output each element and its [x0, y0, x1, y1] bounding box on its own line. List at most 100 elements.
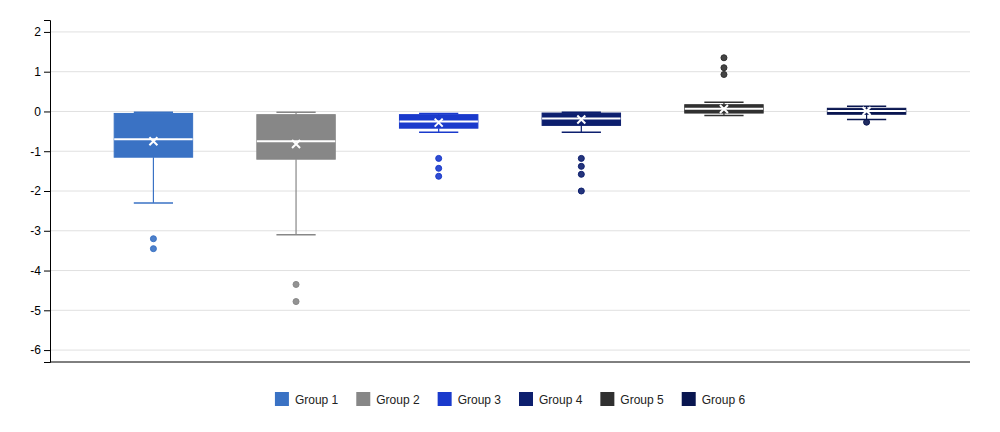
legend-label: Group 6: [702, 393, 746, 407]
mean: [720, 105, 728, 113]
y-tick: -6: [30, 343, 50, 357]
whisker-low: [153, 157, 154, 203]
y-tick-mark: [44, 72, 50, 73]
grid-line: [50, 270, 970, 271]
mean: [292, 140, 300, 148]
flier: [293, 281, 299, 287]
mean: [149, 137, 157, 145]
y-tick: 1: [34, 65, 50, 79]
legend-swatch: [682, 392, 696, 406]
flier: [721, 65, 727, 71]
box-group: [827, 106, 905, 125]
legend: Group 1 Group 2 Group 3 Group 4 Group 5 Group…: [275, 392, 745, 407]
grid-line: [50, 31, 970, 32]
box-group: [399, 113, 477, 179]
legend-label: Group 1: [295, 393, 339, 407]
y-tick-label: 2: [34, 25, 41, 39]
x-axis-line: [50, 362, 970, 363]
legend-label: Group 3: [458, 393, 502, 407]
legend-swatch: [438, 392, 452, 406]
cap-low: [419, 131, 458, 133]
y-tick: -2: [30, 184, 50, 198]
whisker-low: [581, 125, 582, 132]
y-tick-label: -6: [30, 343, 41, 357]
whisker-low: [295, 159, 296, 235]
plot: -6 -5 -4 -3 -2 -1 0 1 2: [30, 21, 970, 363]
y-tick: -5: [30, 304, 50, 318]
y-tick-mark: [44, 111, 50, 112]
legend-swatch: [519, 392, 533, 406]
legend-swatch: [275, 392, 289, 406]
y-axis-line: [44, 21, 51, 363]
cap-high: [134, 112, 173, 114]
legend-label: Group 5: [620, 393, 664, 407]
flier: [578, 188, 584, 194]
y-tick-label: 0: [34, 105, 41, 119]
y-tick-label: 1: [34, 65, 41, 79]
flier: [578, 155, 584, 161]
legend-swatch: [356, 392, 370, 406]
flier: [293, 299, 299, 305]
y-tick-label: -1: [30, 145, 41, 159]
legend-item: Group 2: [356, 392, 420, 407]
box: [542, 113, 620, 125]
grid-line: [50, 230, 970, 231]
legend-item: Group 5: [600, 392, 664, 407]
box-group: [542, 112, 620, 194]
cap-high: [704, 102, 743, 104]
mean: [435, 119, 443, 127]
cap-low: [704, 115, 743, 117]
marks: [114, 55, 906, 305]
box-group: [685, 55, 763, 116]
cap-low: [276, 234, 315, 236]
legend-item: Group 4: [519, 392, 583, 407]
cap-low: [562, 131, 601, 133]
y-tick-label: -4: [30, 264, 41, 278]
grid-line: [50, 111, 970, 112]
legend-item: Group 6: [682, 392, 746, 407]
whisker-low: [866, 114, 867, 119]
y-tick: -3: [30, 224, 50, 238]
legend-label: Group 4: [539, 393, 583, 407]
cap-high: [419, 113, 458, 115]
flier: [150, 246, 156, 252]
y-tick-mark: [44, 32, 50, 33]
box: [685, 105, 763, 113]
grid-line: [50, 191, 970, 192]
y-tick-label: -3: [30, 224, 41, 238]
legend-label: Group 2: [376, 393, 420, 407]
y-tick: 0: [34, 105, 50, 119]
y-axis: -6 -5 -4 -3 -2 -1 0 1 2: [30, 21, 50, 363]
y-tick-mark: [44, 350, 50, 351]
grid-line: [50, 310, 970, 311]
box: [114, 113, 192, 157]
y-tick-mark: [44, 151, 50, 152]
mean: [863, 107, 871, 115]
y-tick: -4: [30, 264, 50, 278]
cap-high: [847, 106, 886, 108]
flier: [578, 171, 584, 177]
flier: [721, 55, 727, 61]
y-tick-label: -5: [30, 304, 41, 318]
flier: [436, 173, 442, 179]
flier: [578, 163, 584, 169]
mean: [577, 115, 585, 123]
flier: [436, 155, 442, 161]
y-tick: 2: [34, 25, 50, 39]
y-tick-label: -2: [30, 184, 41, 198]
flier: [436, 165, 442, 171]
legend-swatch: [600, 392, 614, 406]
cap-high: [276, 112, 315, 114]
flier: [864, 119, 870, 125]
flier: [721, 71, 727, 77]
grid-line: [50, 71, 970, 72]
box-group: [114, 112, 192, 251]
box: [257, 115, 335, 160]
y-tick-mark: [44, 191, 50, 192]
legend-item: Group 3: [438, 392, 502, 407]
y-tick: -1: [30, 145, 50, 159]
y-tick-mark: [44, 271, 50, 272]
grid-line: [50, 350, 970, 351]
chart: -6-5-4-3-2-1012Group 1Group 2Group 3Grou…: [0, 0, 1000, 432]
grid: [50, 32, 970, 350]
